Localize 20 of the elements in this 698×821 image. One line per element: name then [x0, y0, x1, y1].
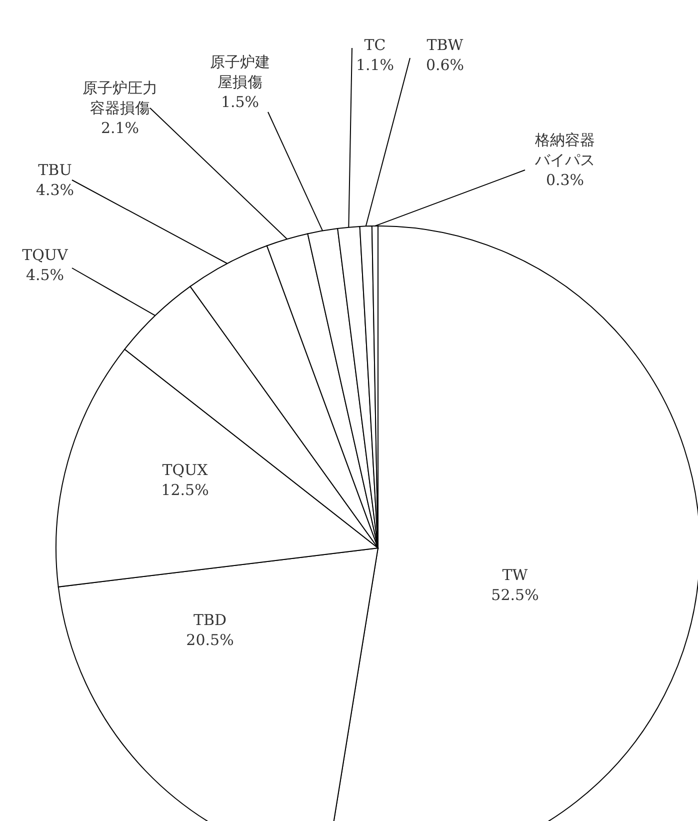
data-label: 0.6%: [426, 56, 464, 74]
data-label: 12.5%: [161, 481, 209, 499]
slice-label: TC: [364, 36, 386, 54]
slice-label: TBW: [426, 36, 464, 54]
slice-label: 格納容器バイパス: [534, 131, 595, 169]
slice-label: 原子炉建屋損傷: [210, 53, 270, 91]
data-label: 4.5%: [26, 266, 64, 284]
slice-label: TQUV: [22, 246, 70, 264]
data-label: 4.3%: [36, 181, 74, 199]
slice-label: TW: [502, 566, 528, 584]
data-label: 20.5%: [186, 631, 234, 649]
slice-label: TBU: [38, 161, 72, 179]
data-label: 1.5%: [220, 93, 260, 111]
slice-label: TQUX: [162, 461, 208, 479]
data-label: 52.5%: [491, 586, 539, 604]
slice-label: 原子炉圧力容器損傷: [82, 79, 158, 117]
data-label: 0.3%: [546, 171, 584, 189]
slice-label: TBD: [193, 611, 227, 629]
data-label: 1.1%: [356, 56, 394, 74]
data-label: 2.1%: [100, 119, 140, 137]
